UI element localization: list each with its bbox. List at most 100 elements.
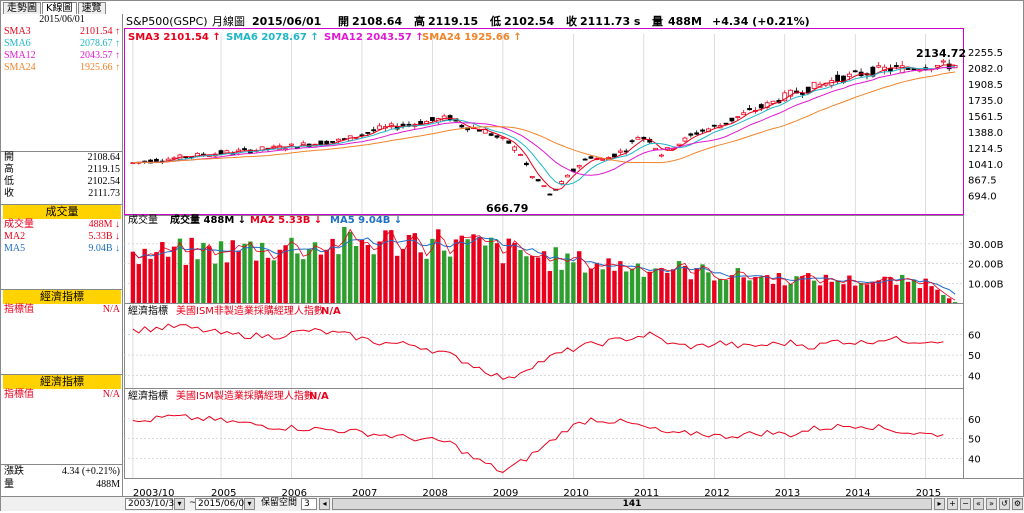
volume-bar bbox=[547, 271, 553, 303]
candle-body bbox=[723, 122, 729, 125]
price-legend-item: SMA6 2078.67 ↑ bbox=[226, 32, 319, 43]
price-tick-label: 2255.5 bbox=[968, 48, 1003, 59]
tab-trend[interactable]: 走勢圖 bbox=[3, 2, 41, 14]
volume-bar bbox=[729, 275, 735, 303]
volume-bar bbox=[847, 275, 852, 303]
candle-body bbox=[565, 174, 570, 178]
volume-bar bbox=[876, 280, 881, 303]
candle-body bbox=[876, 65, 882, 68]
candle-body bbox=[694, 132, 700, 135]
candle-body bbox=[406, 123, 412, 126]
volume-bar bbox=[277, 249, 282, 303]
volume-bar bbox=[553, 247, 558, 303]
price-tick-label: 1041.0 bbox=[968, 160, 1003, 171]
zoom-out-icon[interactable]: − bbox=[960, 498, 971, 510]
divider bbox=[1, 151, 123, 152]
candle bbox=[864, 72, 870, 80]
econ-tick-label: 60 bbox=[968, 330, 981, 341]
candle bbox=[617, 148, 623, 155]
ohlc-row: 收 2111.73 bbox=[4, 188, 120, 199]
end-date-dropdown[interactable]: ▾ bbox=[244, 498, 255, 510]
volume-bar bbox=[371, 254, 376, 303]
candle bbox=[588, 155, 594, 160]
header-change: +4.34 (+0.21%) bbox=[712, 15, 810, 28]
volume-bar bbox=[524, 256, 529, 303]
candle bbox=[582, 157, 588, 161]
candle bbox=[565, 174, 570, 178]
volume-bar bbox=[195, 259, 200, 303]
candle-body bbox=[459, 124, 465, 128]
volume-bar bbox=[905, 281, 911, 303]
x-axis-label: 2013 bbox=[775, 488, 800, 499]
volume-bar bbox=[618, 261, 623, 303]
move-left-icon[interactable]: « bbox=[973, 498, 984, 510]
volume-bar bbox=[841, 284, 846, 303]
reset-icon[interactable]: ↺ bbox=[999, 498, 1010, 510]
chart-svg[interactable]: S&P500(GSPC) 月線圖 2015/06/01 開 2108.64 高 2119.1… bbox=[124, 14, 1024, 510]
candle-body bbox=[729, 117, 735, 122]
volume-bar bbox=[447, 256, 453, 303]
info-panel: 2015/06/01 SMA3 2101.54 ↑ SMA6 2078.67 ↑ SMA… bbox=[1, 14, 123, 496]
start-date-dropdown[interactable]: ▾ bbox=[174, 498, 185, 510]
x-axis-label: 2008 bbox=[422, 488, 447, 499]
chart-area[interactable]: S&P500(GSPC) 月線圖 2015/06/01 開 2108.64 高 2119.1… bbox=[124, 14, 1024, 499]
candle bbox=[629, 138, 635, 144]
price-tick-label: 1908.5 bbox=[968, 80, 1003, 91]
candle-body bbox=[893, 65, 899, 67]
sma-row: SMA24 1925.66 ↑ bbox=[4, 62, 120, 73]
scroll-right-button[interactable]: ▸ bbox=[934, 498, 945, 510]
econ-line bbox=[132, 414, 944, 473]
candle bbox=[735, 116, 741, 121]
sma-line-sma6 bbox=[132, 66, 956, 186]
candle bbox=[371, 126, 377, 133]
candle bbox=[394, 123, 400, 131]
volume-bar bbox=[864, 284, 870, 303]
volume-bar bbox=[465, 239, 470, 303]
volume-bar bbox=[946, 298, 952, 303]
volume-bar bbox=[565, 253, 570, 303]
sma-line-sma3 bbox=[132, 64, 956, 191]
header-period: 月線圖 bbox=[212, 14, 245, 28]
x-axis-label: 2015 bbox=[916, 488, 941, 499]
reserve-input[interactable]: 3 bbox=[301, 498, 317, 510]
start-date-field[interactable]: 2003/10/31 bbox=[125, 498, 180, 510]
volume-bar bbox=[289, 237, 294, 303]
volume-bar bbox=[600, 269, 605, 303]
candle bbox=[300, 140, 306, 145]
tab-overview[interactable]: 速覽 bbox=[77, 2, 106, 14]
candle-body bbox=[852, 70, 858, 73]
price-tick-label: 1388.0 bbox=[968, 128, 1003, 139]
volume-bar bbox=[436, 229, 441, 303]
volume-bar bbox=[418, 252, 423, 303]
volume-bar bbox=[224, 262, 230, 303]
volume-bar bbox=[641, 276, 647, 303]
volume-bar bbox=[653, 268, 658, 303]
zoom-in-icon[interactable]: + bbox=[947, 498, 958, 510]
candle bbox=[488, 132, 494, 137]
volume-row: 量 488M bbox=[4, 479, 120, 490]
candle-body bbox=[600, 158, 606, 161]
move-right-icon[interactable]: » bbox=[986, 498, 997, 510]
volume-bar bbox=[324, 249, 329, 303]
scrollbar[interactable]: 141 bbox=[332, 498, 932, 510]
settings-icon[interactable]: ⚙ bbox=[1012, 498, 1023, 510]
candle bbox=[518, 153, 523, 156]
header-open-label: 開 bbox=[338, 15, 349, 28]
candle-body bbox=[935, 64, 940, 68]
scroll-left-button[interactable]: ◂ bbox=[319, 498, 330, 510]
candle-body bbox=[400, 123, 406, 127]
volume-bar bbox=[359, 239, 365, 303]
volume-bar bbox=[271, 260, 277, 303]
candle bbox=[529, 175, 535, 180]
tab-kline[interactable]: K線圖 bbox=[42, 2, 77, 14]
range-separator: ~ bbox=[189, 498, 197, 508]
volume-bar bbox=[377, 241, 382, 303]
volume-bar bbox=[712, 280, 717, 303]
candle-body bbox=[905, 68, 911, 70]
volume-bar bbox=[259, 242, 265, 303]
volume-bar bbox=[471, 234, 476, 303]
end-date-field[interactable]: 2015/06/01 bbox=[195, 498, 250, 510]
view-tabs: 走勢圖 K線圖 速覽 bbox=[3, 2, 107, 14]
volume-bar bbox=[700, 264, 705, 303]
candle-body bbox=[788, 89, 794, 97]
